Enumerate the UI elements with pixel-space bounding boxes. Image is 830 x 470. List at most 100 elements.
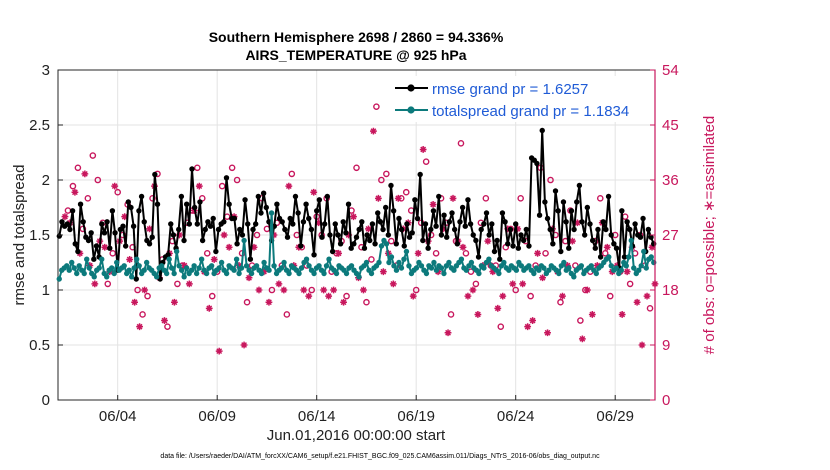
x-tick-label: 06/29	[596, 408, 634, 425]
series-point-rmse	[149, 234, 155, 240]
series-point-spread	[99, 256, 105, 262]
y-right-axis-label: # of obs: o=possible; ∗=assimilated	[701, 116, 718, 355]
obs-assimilated-marker	[315, 219, 323, 227]
obs-assimilated-marker	[255, 286, 263, 294]
obs-possible-marker	[497, 323, 505, 330]
series-point-spread	[486, 256, 492, 262]
series-point-rmse	[306, 215, 312, 222]
series-point-rmse	[382, 204, 389, 211]
series-point-spread	[376, 259, 382, 266]
series-point-rmse	[104, 219, 110, 225]
series-point-rmse	[430, 208, 437, 214]
series-point-spread	[173, 248, 180, 255]
y-tick-label: 1.5	[29, 227, 50, 244]
series-point-spread	[418, 263, 425, 269]
obs-possible-marker	[527, 292, 534, 300]
series-point-rmse	[446, 219, 453, 225]
y-right-tick-label: 18	[662, 282, 679, 299]
series-point-rmse	[197, 199, 203, 205]
series-point-rmse	[292, 193, 299, 200]
obs-assimilated-marker	[131, 298, 139, 306]
series-point-rmse	[303, 201, 309, 207]
obs-assimilated-marker	[459, 243, 467, 251]
series-point-rmse	[436, 193, 442, 200]
series-point-rmse	[621, 254, 628, 260]
y-right-tick-label: 36	[662, 172, 679, 189]
series-point-rmse	[483, 210, 490, 216]
chart-subtitle: AIRS_TEMPERATURE @ 925 hPa	[245, 47, 466, 63]
series-point-spread	[343, 270, 350, 277]
series-point-rmse	[513, 221, 519, 227]
series-point-rmse	[337, 241, 344, 247]
series-point-rmse	[361, 245, 368, 251]
series-point-rmse	[101, 230, 108, 236]
series-point-spread	[651, 259, 657, 266]
obs-assimilated-marker	[514, 225, 522, 233]
obs-assimilated-marker	[573, 219, 581, 227]
obs-assimilated-marker	[414, 249, 422, 257]
series-point-spread	[506, 267, 512, 273]
series-point-rmse	[481, 221, 487, 227]
series-point-spread	[76, 263, 82, 269]
obs-assimilated-marker	[340, 298, 347, 306]
series-point-spread	[628, 237, 634, 244]
series-point-rmse	[444, 234, 450, 240]
series-point-spread	[476, 270, 482, 277]
series-point-spread	[74, 270, 80, 277]
series-point-rmse	[255, 193, 262, 200]
series-point-rmse	[375, 210, 381, 216]
series-point-rmse	[314, 208, 320, 214]
obs-assimilated-marker	[524, 323, 532, 331]
series-point-rmse	[120, 223, 126, 229]
series-point-spread	[253, 263, 260, 269]
series-point-rmse	[388, 182, 394, 189]
series-point-rmse	[345, 201, 352, 207]
series-point-rmse	[348, 245, 354, 251]
series-point-spread	[281, 259, 287, 266]
series-point-rmse	[605, 193, 612, 200]
obs-possible-marker	[402, 188, 410, 196]
series-point-spread	[433, 267, 440, 273]
series-point-rmse	[128, 204, 134, 211]
series-point-rmse	[467, 221, 474, 227]
legend-label-rmse: rmse grand pr = 1.6257	[432, 81, 588, 98]
obs-possible-marker	[373, 103, 380, 110]
obs-possible-marker	[557, 298, 564, 306]
series-point-spread	[541, 265, 547, 271]
obs-assimilated-marker	[643, 292, 651, 300]
series-point-rmse	[592, 245, 598, 251]
series-point-rmse	[486, 232, 492, 238]
series-point-rmse	[523, 226, 530, 233]
series-point-rmse	[329, 248, 336, 255]
obs-assimilated-marker	[300, 286, 308, 294]
series-point-rmse	[597, 254, 604, 260]
x-tick-label: 06/19	[397, 408, 435, 425]
series-point-spread	[513, 267, 520, 273]
obs-assimilated-marker	[519, 280, 527, 288]
series-point-rmse	[202, 226, 208, 233]
series-point-rmse	[494, 237, 500, 244]
series-point-spread	[626, 254, 632, 260]
series-point-spread	[128, 274, 135, 280]
obs-assimilated-marker	[474, 311, 482, 318]
series-point-spread	[176, 263, 182, 269]
series-point-rmse	[619, 208, 625, 214]
obs-assimilated-marker	[210, 256, 218, 263]
series-point-rmse	[587, 221, 593, 227]
series-point-rmse	[550, 241, 556, 247]
obs-possible-marker	[84, 195, 92, 202]
series-point-spread	[223, 270, 230, 277]
series-point-rmse	[470, 232, 476, 238]
obs-possible-marker	[109, 250, 117, 257]
series-point-rmse	[449, 210, 455, 216]
series-point-rmse	[459, 204, 466, 211]
series-point-rmse	[141, 219, 147, 225]
obs-assimilated-marker	[101, 243, 109, 251]
obs-possible-marker	[193, 164, 201, 172]
series-point-rmse	[67, 226, 73, 233]
series-point-spread	[378, 243, 385, 249]
series-point-spread	[303, 256, 310, 262]
obs-assimilated-marker	[374, 194, 382, 202]
series-point-rmse	[154, 201, 161, 207]
series-point-spread	[641, 248, 647, 255]
